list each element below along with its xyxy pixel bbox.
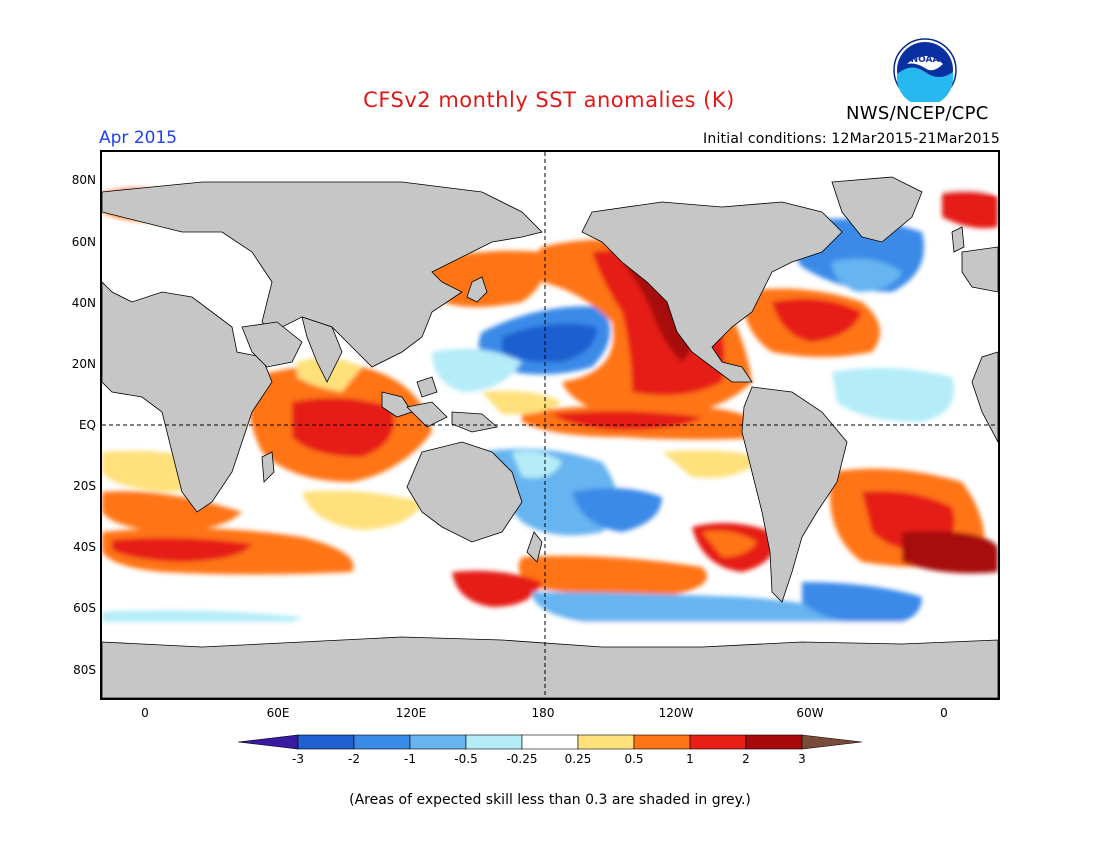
x-tick: 120W xyxy=(658,706,694,720)
colorbar-swatch xyxy=(577,734,635,750)
colorbar-swatch xyxy=(353,734,411,750)
sst-anomaly-map xyxy=(100,150,1000,700)
colorbar-swatch xyxy=(745,734,803,750)
map-canvas xyxy=(102,152,998,698)
initial-conditions-label: Initial conditions: 12Mar2015-21Mar2015 xyxy=(703,131,1000,147)
landmass-island xyxy=(381,391,413,418)
landmass-new-zealand xyxy=(526,531,543,563)
x-tick: 0 xyxy=(940,706,948,720)
colorbar-tick-label: -0.5 xyxy=(454,752,478,766)
landmass-island xyxy=(451,411,498,433)
colorbar-swatch xyxy=(633,734,691,750)
landmass-north-america xyxy=(581,201,843,383)
landmass-south-america xyxy=(741,386,848,603)
colorbar-swatch xyxy=(689,734,747,750)
colorbar-tick-label: 2 xyxy=(742,752,750,766)
landmass-eurasia xyxy=(102,181,543,368)
landmass-africa xyxy=(102,281,273,513)
x-tick: 60E xyxy=(266,706,290,720)
colorbar-swatch xyxy=(297,734,355,750)
anomaly-region xyxy=(482,448,617,536)
colorbar-swatches xyxy=(238,734,862,750)
x-tick: 180 xyxy=(531,706,555,720)
landmass-uk xyxy=(951,226,965,253)
landmass-europe-wrap xyxy=(961,246,998,293)
landmass-india xyxy=(301,316,343,383)
y-tick: 40N xyxy=(71,296,96,310)
y-tick: EQ xyxy=(78,418,96,432)
colorbar-tick-label: -1 xyxy=(404,752,416,766)
forecast-month-label: Apr 2015 xyxy=(99,128,178,148)
landmass-island xyxy=(416,376,438,398)
colorbar-tick-label: 0.25 xyxy=(564,752,592,766)
colorbar-tick-label: 3 xyxy=(798,752,806,766)
colorbar-tick-label: -0.25 xyxy=(506,752,538,766)
logo-text: NOAA xyxy=(911,55,940,65)
skill-footnote: (Areas of expected skill less than 0.3 a… xyxy=(349,792,751,808)
landmass-arabia xyxy=(241,321,303,368)
y-tick: 60N xyxy=(71,235,96,249)
x-tick: 120E xyxy=(395,706,427,720)
y-tick: 20S xyxy=(73,479,96,493)
colorbar-tick-label: 0.5 xyxy=(624,752,644,766)
colorbar-tick-label: 1 xyxy=(686,752,694,766)
landmass-island xyxy=(406,401,448,428)
title-text: CFSv2 monthly SST anomalies (K) xyxy=(363,88,735,112)
colorbar-tick-label: -3 xyxy=(292,752,304,766)
y-tick: 80N xyxy=(71,173,96,187)
anomaly-region xyxy=(292,398,394,457)
y-tick: 60S xyxy=(73,601,96,615)
colorbar-swatch xyxy=(409,734,467,750)
landmass-greenland xyxy=(831,176,923,243)
landmass-antarctica xyxy=(102,636,998,698)
y-tick: 80S xyxy=(73,663,96,677)
colorbar-tick-label: -2 xyxy=(348,752,360,766)
y-tick: 20N xyxy=(71,357,96,371)
landmass-australia xyxy=(406,441,523,543)
colorbar-swatch xyxy=(521,734,579,750)
colorbar-swatch xyxy=(465,734,523,750)
colorbar-swatch xyxy=(238,734,299,750)
y-tick: 40S xyxy=(73,540,96,554)
map-title: CFSv2 monthly SST anomalies (K) xyxy=(0,88,1100,112)
colorbar-swatch xyxy=(801,734,862,750)
x-tick: 0 xyxy=(141,706,149,720)
noaa-logo: NOAA xyxy=(893,38,957,102)
landmass-madagascar xyxy=(261,451,275,483)
land-masses xyxy=(102,176,998,698)
landmass-japan xyxy=(466,276,488,303)
landmass-africa-wrap xyxy=(971,351,998,443)
agency-label: NWS/NCEP/CPC xyxy=(846,103,989,124)
x-tick: 60W xyxy=(796,706,824,720)
colorbar xyxy=(238,734,862,750)
